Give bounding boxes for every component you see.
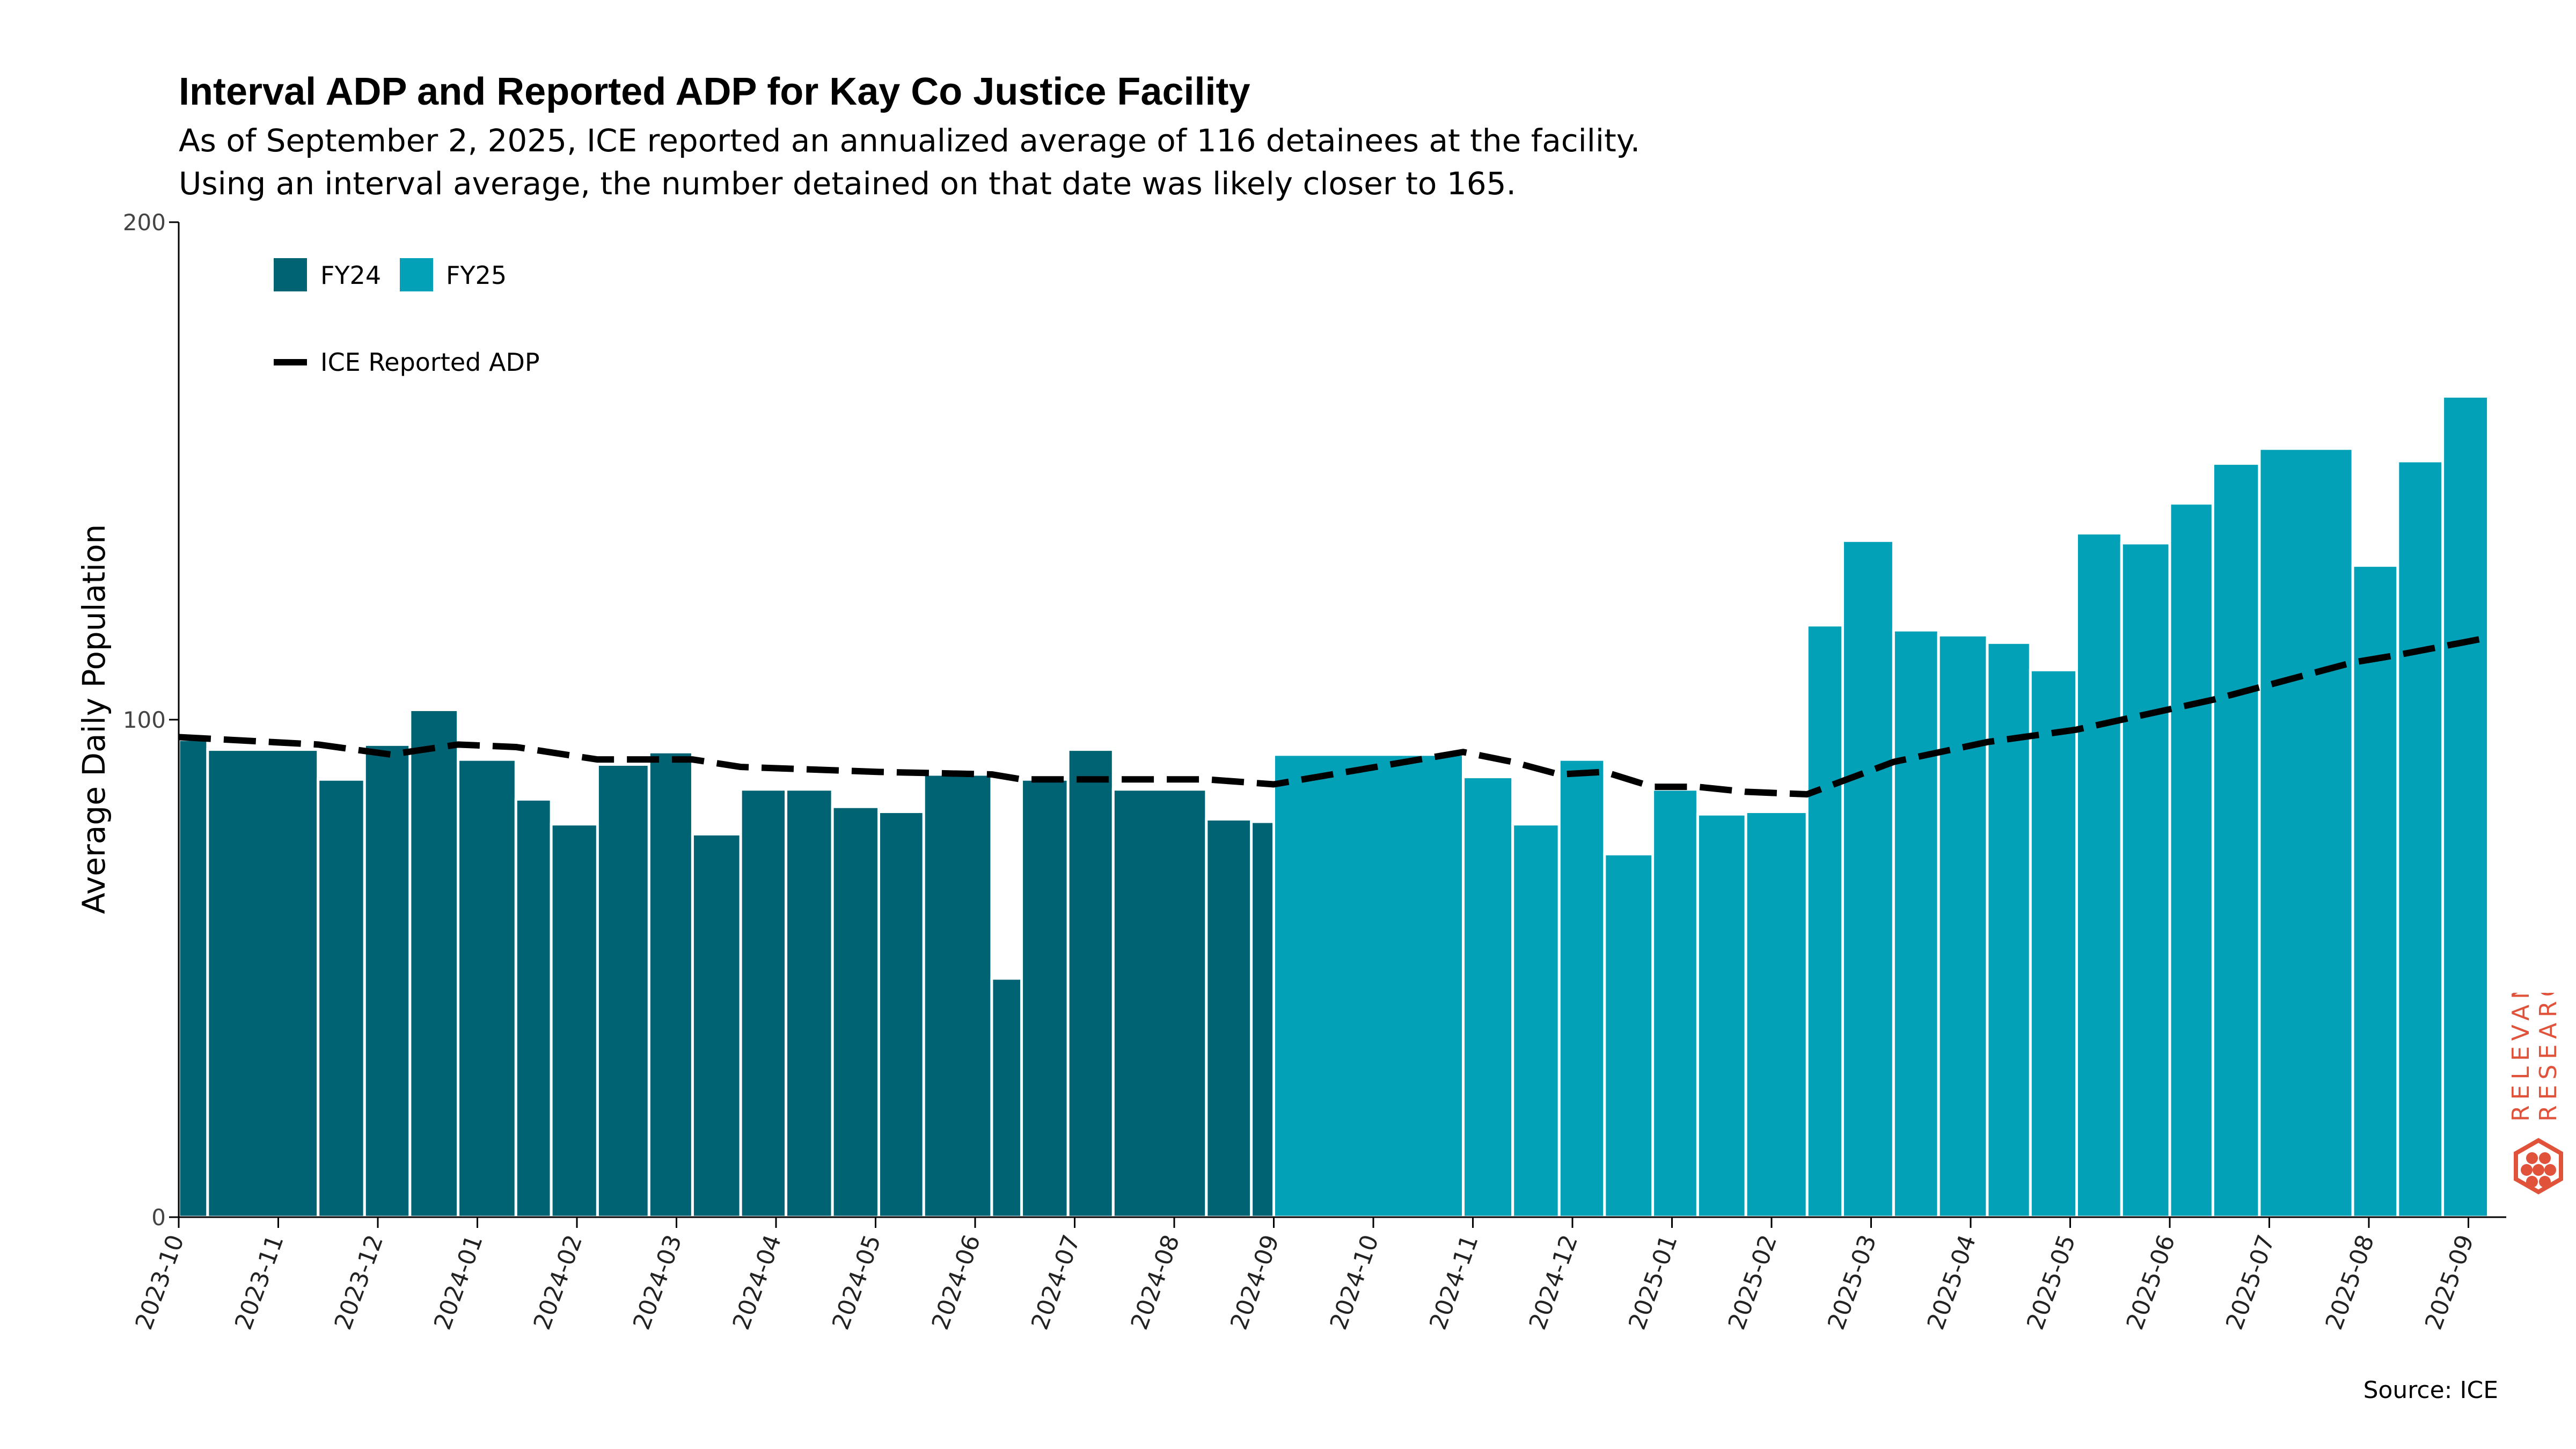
bar-2024-06-06 <box>990 977 1023 1219</box>
hexagon-logo-icon <box>2514 1138 2563 1195</box>
x-tick-label-2023-11: 2023-11 <box>230 1231 289 1333</box>
bar-2024-11-13 <box>1511 823 1561 1219</box>
bar-2025-06-01 <box>2168 502 2214 1219</box>
bar-2024-06-29 <box>1066 748 1115 1219</box>
bar-2024-07-13 <box>1111 788 1208 1219</box>
bar-2025-04-06 <box>1986 641 2032 1219</box>
bar-2023-12-26 <box>457 758 517 1219</box>
bar-2025-02-11 <box>1805 624 1844 1219</box>
bar-2024-01-13 <box>514 797 553 1219</box>
ice-reported-adp-line <box>178 634 2489 798</box>
bar-2024-12-26 <box>1651 788 1699 1219</box>
bar-2025-04-19 <box>2029 668 2078 1219</box>
legend-swatch-fy25 <box>400 258 433 291</box>
bar-2023-10-01 <box>177 738 209 1219</box>
source-note: Source: ICE <box>2363 1377 2498 1404</box>
x-tick-label-2025-07: 2025-07 <box>2221 1231 2280 1333</box>
bar-2024-03-06 <box>691 832 742 1219</box>
x-tick-label-2024-01: 2024-01 <box>429 1231 488 1333</box>
x-tick-label-2025-09: 2025-09 <box>2420 1231 2479 1333</box>
line-layer <box>178 634 2489 798</box>
bar-2024-10-29 <box>1462 775 1514 1219</box>
legend: FY24 FY25 ICE Reported ADP <box>274 258 540 377</box>
bar-2024-05-16 <box>922 773 993 1219</box>
bar-2024-08-25 <box>1250 820 1275 1219</box>
bar-2024-04-04 <box>785 788 834 1219</box>
bar-2025-05-03 <box>2075 531 2123 1219</box>
x-tick-label-2024-05: 2024-05 <box>827 1231 887 1333</box>
bar-2025-03-22 <box>1937 633 1989 1219</box>
bar-2024-12-11 <box>1603 852 1655 1219</box>
x-tick-label-2024-06: 2024-06 <box>927 1231 986 1333</box>
bars-group <box>177 394 2490 1219</box>
bar-2023-12-11 <box>408 708 460 1219</box>
x-tick-label-2025-05: 2025-05 <box>2022 1231 2081 1333</box>
bar-2025-03-08 <box>1892 628 1940 1219</box>
bar-2024-04-18 <box>831 805 880 1219</box>
x-tick-label-2025-02: 2025-02 <box>1723 1231 1783 1333</box>
bar-2024-06-15 <box>1020 778 1070 1219</box>
x-ticks-group: 2023-10 2023-11 2023-12 2024-01 2024-02 2024-… <box>130 1217 2479 1334</box>
relevant-research-logo: RELEVANT RESEARCH <box>2507 993 2563 1195</box>
bar-2024-11-27 <box>1557 758 1606 1219</box>
bar-2024-02-07 <box>596 763 650 1219</box>
chart-subtitle-line-2: Using an interval average, the number de… <box>179 165 1516 202</box>
x-tick-label-2024-10: 2024-10 <box>1325 1231 1385 1333</box>
legend-label-fy25: FY25 <box>446 261 507 290</box>
x-tick-label-2024-03: 2024-03 <box>628 1231 687 1333</box>
x-tick-label-2025-03: 2025-03 <box>1823 1231 1882 1333</box>
legend-swatch-fy24 <box>274 258 307 291</box>
bar-2025-05-17 <box>2120 541 2171 1219</box>
x-tick-label-2025-04: 2025-04 <box>1922 1231 1982 1333</box>
bar-2025-02-21 <box>1841 539 1895 1219</box>
bar-2023-11-13 <box>317 778 366 1219</box>
x-tick-label-2024-09: 2024-09 <box>1225 1231 1285 1333</box>
watermark-line-2: RESEARCH <box>2535 993 2562 1122</box>
x-tick-label-2024-11: 2024-11 <box>1424 1231 1484 1333</box>
legend-label-fy24: FY24 <box>320 261 381 290</box>
bar-2023-10-10 <box>206 748 320 1219</box>
x-tick-label-2025-08: 2025-08 <box>2321 1231 2380 1333</box>
bar-2024-05-02 <box>877 810 925 1219</box>
bar-2025-01-09 <box>1696 813 1747 1219</box>
bar-2024-09-01 <box>1272 753 1465 1219</box>
watermark-line-1: RELEVANT <box>2507 993 2535 1122</box>
x-tick-label-2023-10: 2023-10 <box>130 1231 190 1333</box>
y-tick-label-0: 0 <box>151 1204 166 1231</box>
x-tick-label-2024-08: 2024-08 <box>1126 1231 1185 1333</box>
y-axis-label: Average Daily Population <box>76 524 112 914</box>
bar-2025-08-10 <box>2396 459 2445 1219</box>
x-tick-label-2024-07: 2024-07 <box>1026 1231 1086 1333</box>
y-tick-label-100: 100 <box>123 707 166 733</box>
bar-2024-03-21 <box>739 788 788 1219</box>
x-tick-label-2024-12: 2024-12 <box>1524 1231 1584 1333</box>
bar-2024-08-11 <box>1205 817 1253 1219</box>
bar-2025-06-14 <box>2211 462 2261 1219</box>
chart-title: Interval ADP and Reported ADP for Kay Co… <box>179 70 1250 113</box>
bar-2024-01-24 <box>550 823 599 1219</box>
x-tick-label-2025-06: 2025-06 <box>2121 1231 2181 1333</box>
x-tick-label-2024-02: 2024-02 <box>529 1231 588 1333</box>
bar-2024-02-22 <box>647 750 694 1219</box>
y-tick-label-200: 200 <box>123 209 166 236</box>
bar-2025-08-24 <box>2441 394 2490 1219</box>
y-ticks-group: 0 100 200 <box>123 209 179 1231</box>
bar-2025-01-24 <box>1744 810 1809 1219</box>
bar-2025-06-28 <box>2258 447 2354 1219</box>
x-tick-label-2025-01: 2025-01 <box>1623 1231 1683 1333</box>
x-tick-label-2023-12: 2023-12 <box>330 1231 389 1333</box>
bar-2023-11-27 <box>363 743 412 1219</box>
chart-subtitle-line-1: As of September 2, 2025, ICE reported an… <box>179 122 1641 159</box>
legend-label-ice-reported-adp: ICE Reported ADP <box>320 348 540 377</box>
x-tick-label-2024-04: 2024-04 <box>728 1231 787 1333</box>
